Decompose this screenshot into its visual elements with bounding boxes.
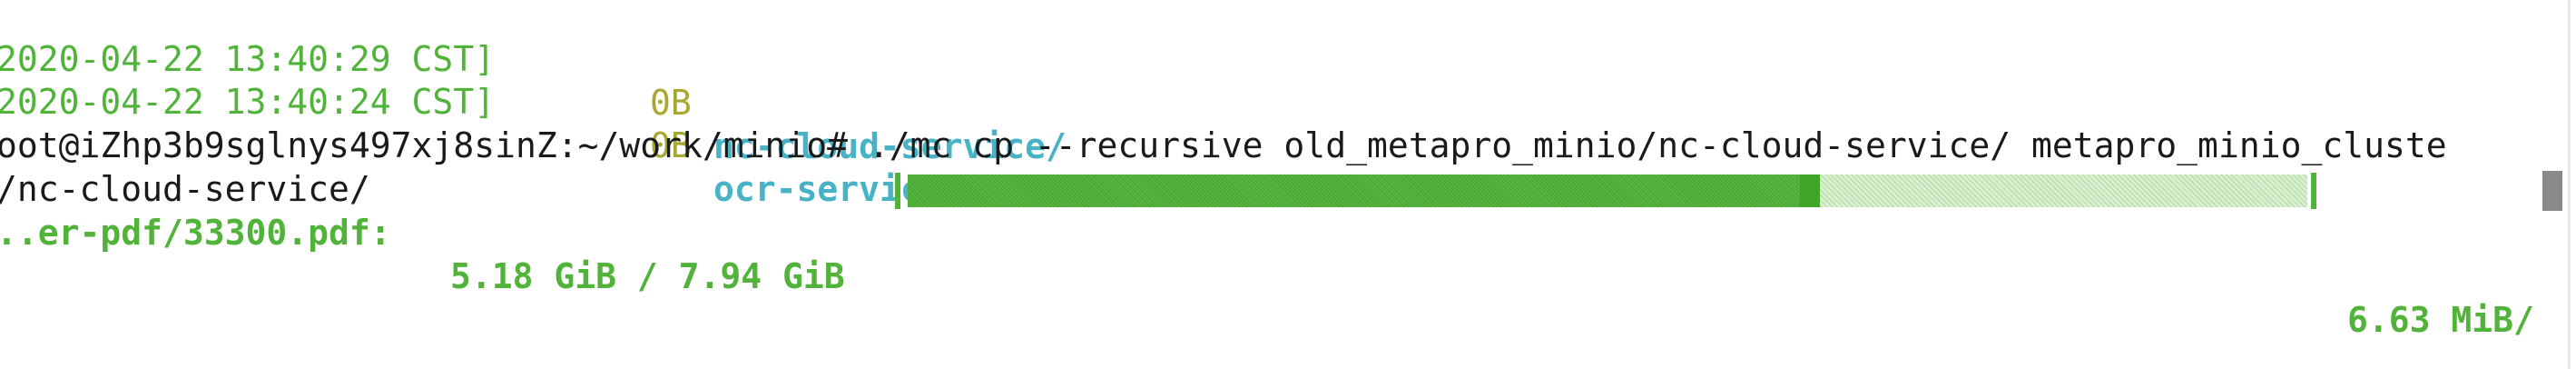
progress-transferred: 5.18 GiB / 7.94 GiB (450, 256, 845, 296)
listing-row: 2020-04-22 13:40:24 CST] 0B ocr-service/ (0, 36, 963, 209)
listing-size: 0B (650, 83, 692, 123)
listing-row: 2020-04-22 13:40:29 CST] 0B nc-cloud-ser… (0, 0, 1067, 166)
shell-command-wrap: /nc-cloud-service/ (0, 124, 370, 209)
progress-row: ..er-pdf/33300.pdf: 5.18 GiB / 7.94 GiB … (0, 167, 2534, 340)
listing-size: 0B (650, 125, 692, 165)
progress-bar-head (1800, 175, 1820, 207)
scrollbar[interactable] (2568, 0, 2571, 369)
shell-command-line: oot@iZhp3b9sglnys497xj8sinZ:~/work/minio… (0, 80, 2447, 165)
progress-bar (908, 175, 2307, 207)
listing-timestamp: 2020-04-22 13:40:24 CST] (0, 82, 496, 122)
terminal-cursor (2542, 171, 2562, 211)
progress-speed: 6.63 MiB/ (2347, 300, 2534, 340)
progress-bar-fill (908, 175, 1820, 207)
progress-bar-right-edge (2311, 173, 2316, 209)
progress-bar-left-edge (895, 173, 900, 209)
progress-file-name: ..er-pdf/33300.pdf: (0, 213, 391, 253)
shell-command-continuation: /nc-cloud-service/ (0, 169, 370, 209)
listing-timestamp: 2020-04-22 13:40:29 CST] (0, 39, 496, 79)
shell-command-text: oot@iZhp3b9sglnys497xj8sinZ:~/work/minio… (0, 125, 2447, 165)
listing-directory-name: nc-cloud-service/ (713, 126, 1067, 166)
